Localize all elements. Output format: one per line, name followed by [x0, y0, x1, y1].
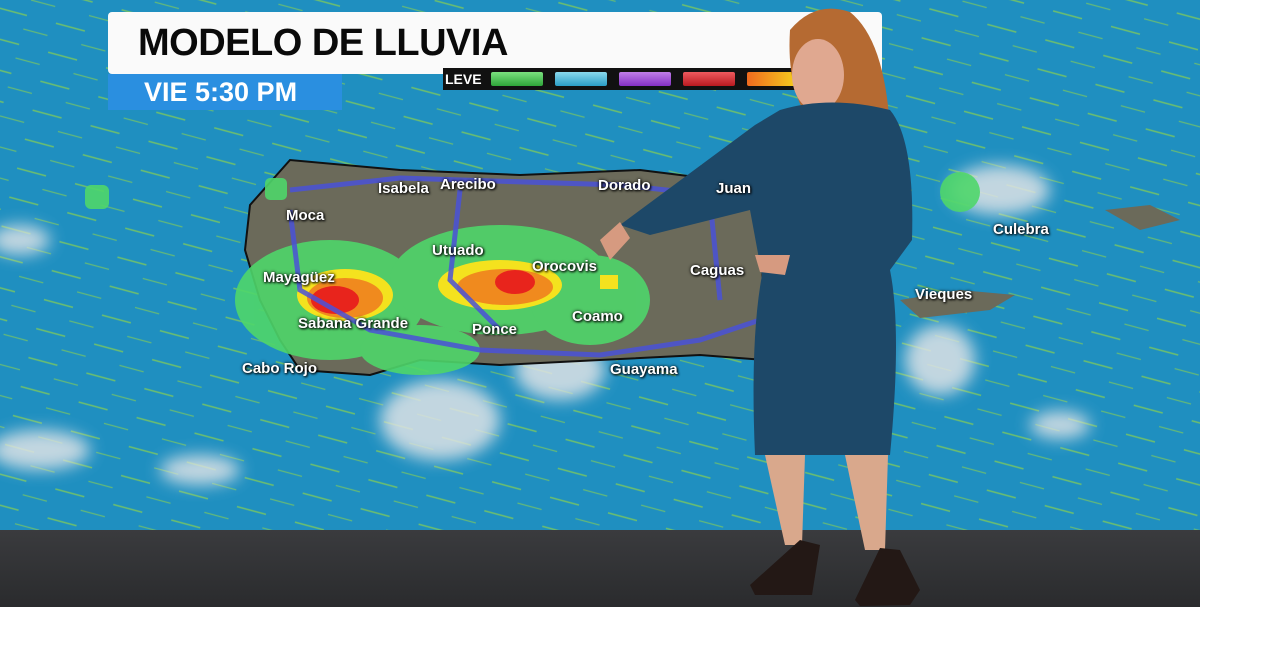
intensity-legend: LEVE: [443, 68, 805, 90]
city-label: Isabela: [378, 180, 429, 197]
studio-floor: [0, 530, 1200, 607]
presenter: [600, 8, 920, 606]
city-label: Vieques: [915, 286, 973, 303]
culebra-land: [1105, 205, 1180, 230]
video-frame: Isabela Arecibo Dorado Juan Moca Utuado …: [0, 0, 1200, 607]
city-label: Cabo Rojo: [242, 360, 317, 377]
title: MODELO DE LLUVIA: [138, 22, 508, 64]
title-banner: MODELO DE LLUVIA: [108, 12, 882, 74]
city-label: Orocovis: [532, 258, 598, 275]
legend-swatch-blue: [555, 72, 607, 86]
clouds: [0, 165, 1090, 485]
city-label: Moca: [286, 207, 325, 224]
vieques-land: [900, 290, 1015, 318]
rain-heavy: [297, 260, 618, 321]
legend-swatch-purple: [619, 72, 671, 86]
forecast-time: VIE 5:30 PM: [144, 77, 298, 107]
legend-swatch-green: [491, 72, 543, 86]
city-label: Sabana Grande: [298, 315, 409, 332]
legend-swatch-red: [683, 72, 735, 86]
city-label: Ponce: [472, 321, 518, 338]
city-label: Guayama: [610, 361, 678, 378]
city-label: Caguas: [690, 262, 745, 279]
city-label: Mayagüez: [263, 269, 335, 286]
city-label: Coamo: [572, 308, 623, 325]
legend-label: LEVE: [445, 71, 482, 87]
time-banner: VIE 5:30 PM: [108, 74, 342, 110]
city-label: Culebra: [993, 221, 1049, 238]
legend-swatch-orange: [747, 72, 799, 86]
city-label: Utuado: [432, 242, 484, 259]
city-label: Arecibo: [440, 176, 496, 193]
city-label: Dorado: [598, 177, 651, 194]
city-label: Juan: [716, 180, 752, 197]
